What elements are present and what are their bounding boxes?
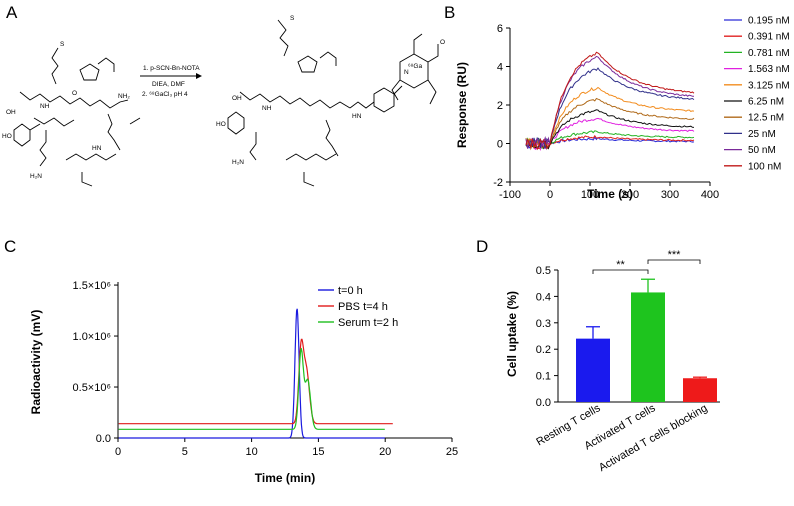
- b-legend-label: 0.195 nM: [748, 16, 790, 27]
- d-significance-label: ***: [668, 249, 682, 261]
- b-legend-label: 0.781 nM: [748, 48, 790, 59]
- chart-c: 0 5 10 15 20 25 0.0 0.5×10⁶ 1.0×10⁶ 1.5×10⁶ t=0 …: [29, 280, 458, 485]
- b-legend-label: 25 nM: [748, 129, 776, 140]
- condition-step1: 1. p-SCN-Bn-NOTA: [143, 65, 200, 72]
- c-y-tick-label: 1.5×10⁶: [73, 280, 111, 292]
- atom-nh-left: NH: [40, 103, 50, 110]
- b-y-tick-label: 2: [497, 100, 503, 112]
- b-x-tick-label: 400: [701, 189, 719, 201]
- b-series-line-4: [525, 86, 695, 150]
- atom-o-nota: O: [440, 39, 445, 46]
- b-y-tick-label: 6: [497, 23, 503, 35]
- d-y-tick-label: 0.1: [536, 371, 551, 383]
- atom-oh-left: OH: [6, 109, 16, 116]
- c-series-line-0: [118, 308, 385, 439]
- c-x-tick-label: 15: [312, 446, 324, 458]
- c-series-line-2: [118, 347, 385, 430]
- c-legend-label: t=0 h: [338, 285, 363, 297]
- atom-nh2-left: NH₂: [118, 93, 130, 100]
- b-series-line-9: [525, 51, 695, 151]
- atom-hn-right: HN: [352, 113, 362, 120]
- conjugate-structure: [227, 19, 439, 187]
- d-significance-bracket: [592, 269, 649, 274]
- c-y-tick-label: 0.5×10⁶: [73, 382, 111, 394]
- d-bar-1: [631, 292, 665, 402]
- chart-d: 0.00.10.20.30.40.5 ***** Resting T cells…: [505, 249, 720, 474]
- b-y-tick-label: 4: [497, 62, 503, 74]
- b-legend-label: 1.563 nM: [748, 64, 790, 75]
- b-x-tick-label: 100: [581, 189, 599, 201]
- b-legend-label: 3.125 nM: [748, 80, 790, 91]
- c-x-label: Time (min): [255, 471, 315, 485]
- b-x-tick-label: 0: [547, 189, 553, 201]
- c-x-tick-label: 25: [446, 446, 458, 458]
- b-legend-label: 50 nM: [748, 145, 776, 156]
- atom-o-left: O: [72, 90, 77, 97]
- condition-step2: 2. ⁶⁸GaCl₃ pH 4: [142, 91, 188, 98]
- b-series-line-2: [525, 130, 695, 150]
- b-series-line-6: [525, 97, 695, 151]
- c-x-tick-label: 5: [182, 446, 188, 458]
- c-legend-label: Serum t=2 h: [338, 317, 398, 329]
- atom-nh-right: NH: [262, 105, 272, 112]
- d-y-label: Cell uptake (%): [505, 291, 519, 377]
- atom-h2n-left: H₂N: [30, 173, 42, 180]
- b-series-line-3: [525, 117, 695, 152]
- c-y-label: Radioactivity (mV): [29, 310, 43, 415]
- chemical-scheme: [13, 19, 439, 187]
- chem-text: 1. p-SCN-Bn-NOTA DIEA, DMF 2. ⁶⁸GaCl₃ pH…: [2, 15, 445, 180]
- chart-b: -100 0 100 200 300 400 -2 0 2 4 6 0.195 nM 0.391 n…: [455, 16, 790, 202]
- d-significance-bracket: [647, 259, 701, 264]
- b-legend-label: 100 nM: [748, 161, 781, 172]
- atom-ho-left: HO: [2, 133, 12, 140]
- c-y-tick-label: 1.0×10⁶: [73, 331, 111, 343]
- b-legend-label: 12.5 nM: [748, 113, 784, 124]
- b-y-tick-label: -2: [493, 177, 503, 189]
- b-x-label: Time (s): [587, 187, 633, 201]
- panel-b-letter: B: [444, 3, 455, 22]
- panel-a-letter: A: [6, 3, 18, 22]
- atom-ga: ⁶⁸Ga: [408, 63, 422, 70]
- d-y-tick-label: 0.4: [536, 291, 551, 303]
- atom-s-left: S: [60, 41, 65, 48]
- d-bar-2: [683, 378, 717, 402]
- b-x-tick-label: 300: [661, 189, 679, 201]
- atom-s-right: S: [290, 15, 295, 22]
- b-y-tick-label: 0: [497, 139, 503, 151]
- d-y-tick-label: 0.5: [536, 265, 551, 277]
- d-y-tick-label: 0.2: [536, 344, 551, 356]
- atom-h2n-right: H₂N: [232, 159, 244, 166]
- d-significance-label: **: [616, 259, 625, 271]
- b-y-label: Response (RU): [455, 62, 469, 148]
- b-legend-label: 6.25 nM: [748, 97, 784, 108]
- atom-hn-left: HN: [92, 145, 102, 152]
- panel-d-letter: D: [476, 237, 488, 256]
- c-x-tick-label: 0: [115, 446, 121, 458]
- atom-n-nota: N: [404, 69, 409, 76]
- c-y-tick-label: 0.0: [96, 433, 111, 445]
- c-x-tick-label: 10: [245, 446, 257, 458]
- b-legend-label: 0.391 nM: [748, 32, 790, 43]
- peptide-structure: [13, 47, 141, 187]
- c-series-line-1: [118, 338, 393, 425]
- d-bar-0: [576, 338, 610, 402]
- c-legend-label: PBS t=4 h: [338, 301, 388, 313]
- atom-oh-right: OH: [232, 95, 242, 102]
- atom-ho-right: HO: [216, 121, 226, 128]
- c-x-tick-label: 20: [379, 446, 391, 458]
- panel-c-letter: C: [4, 237, 16, 256]
- d-y-tick-label: 0.0: [536, 397, 551, 409]
- b-x-tick-label: 200: [621, 189, 639, 201]
- d-y-tick-label: 0.3: [536, 318, 551, 330]
- condition-solvent: DIEA, DMF: [152, 81, 185, 88]
- b-x-tick-label: -100: [499, 189, 521, 201]
- b-series-line-5: [525, 109, 695, 150]
